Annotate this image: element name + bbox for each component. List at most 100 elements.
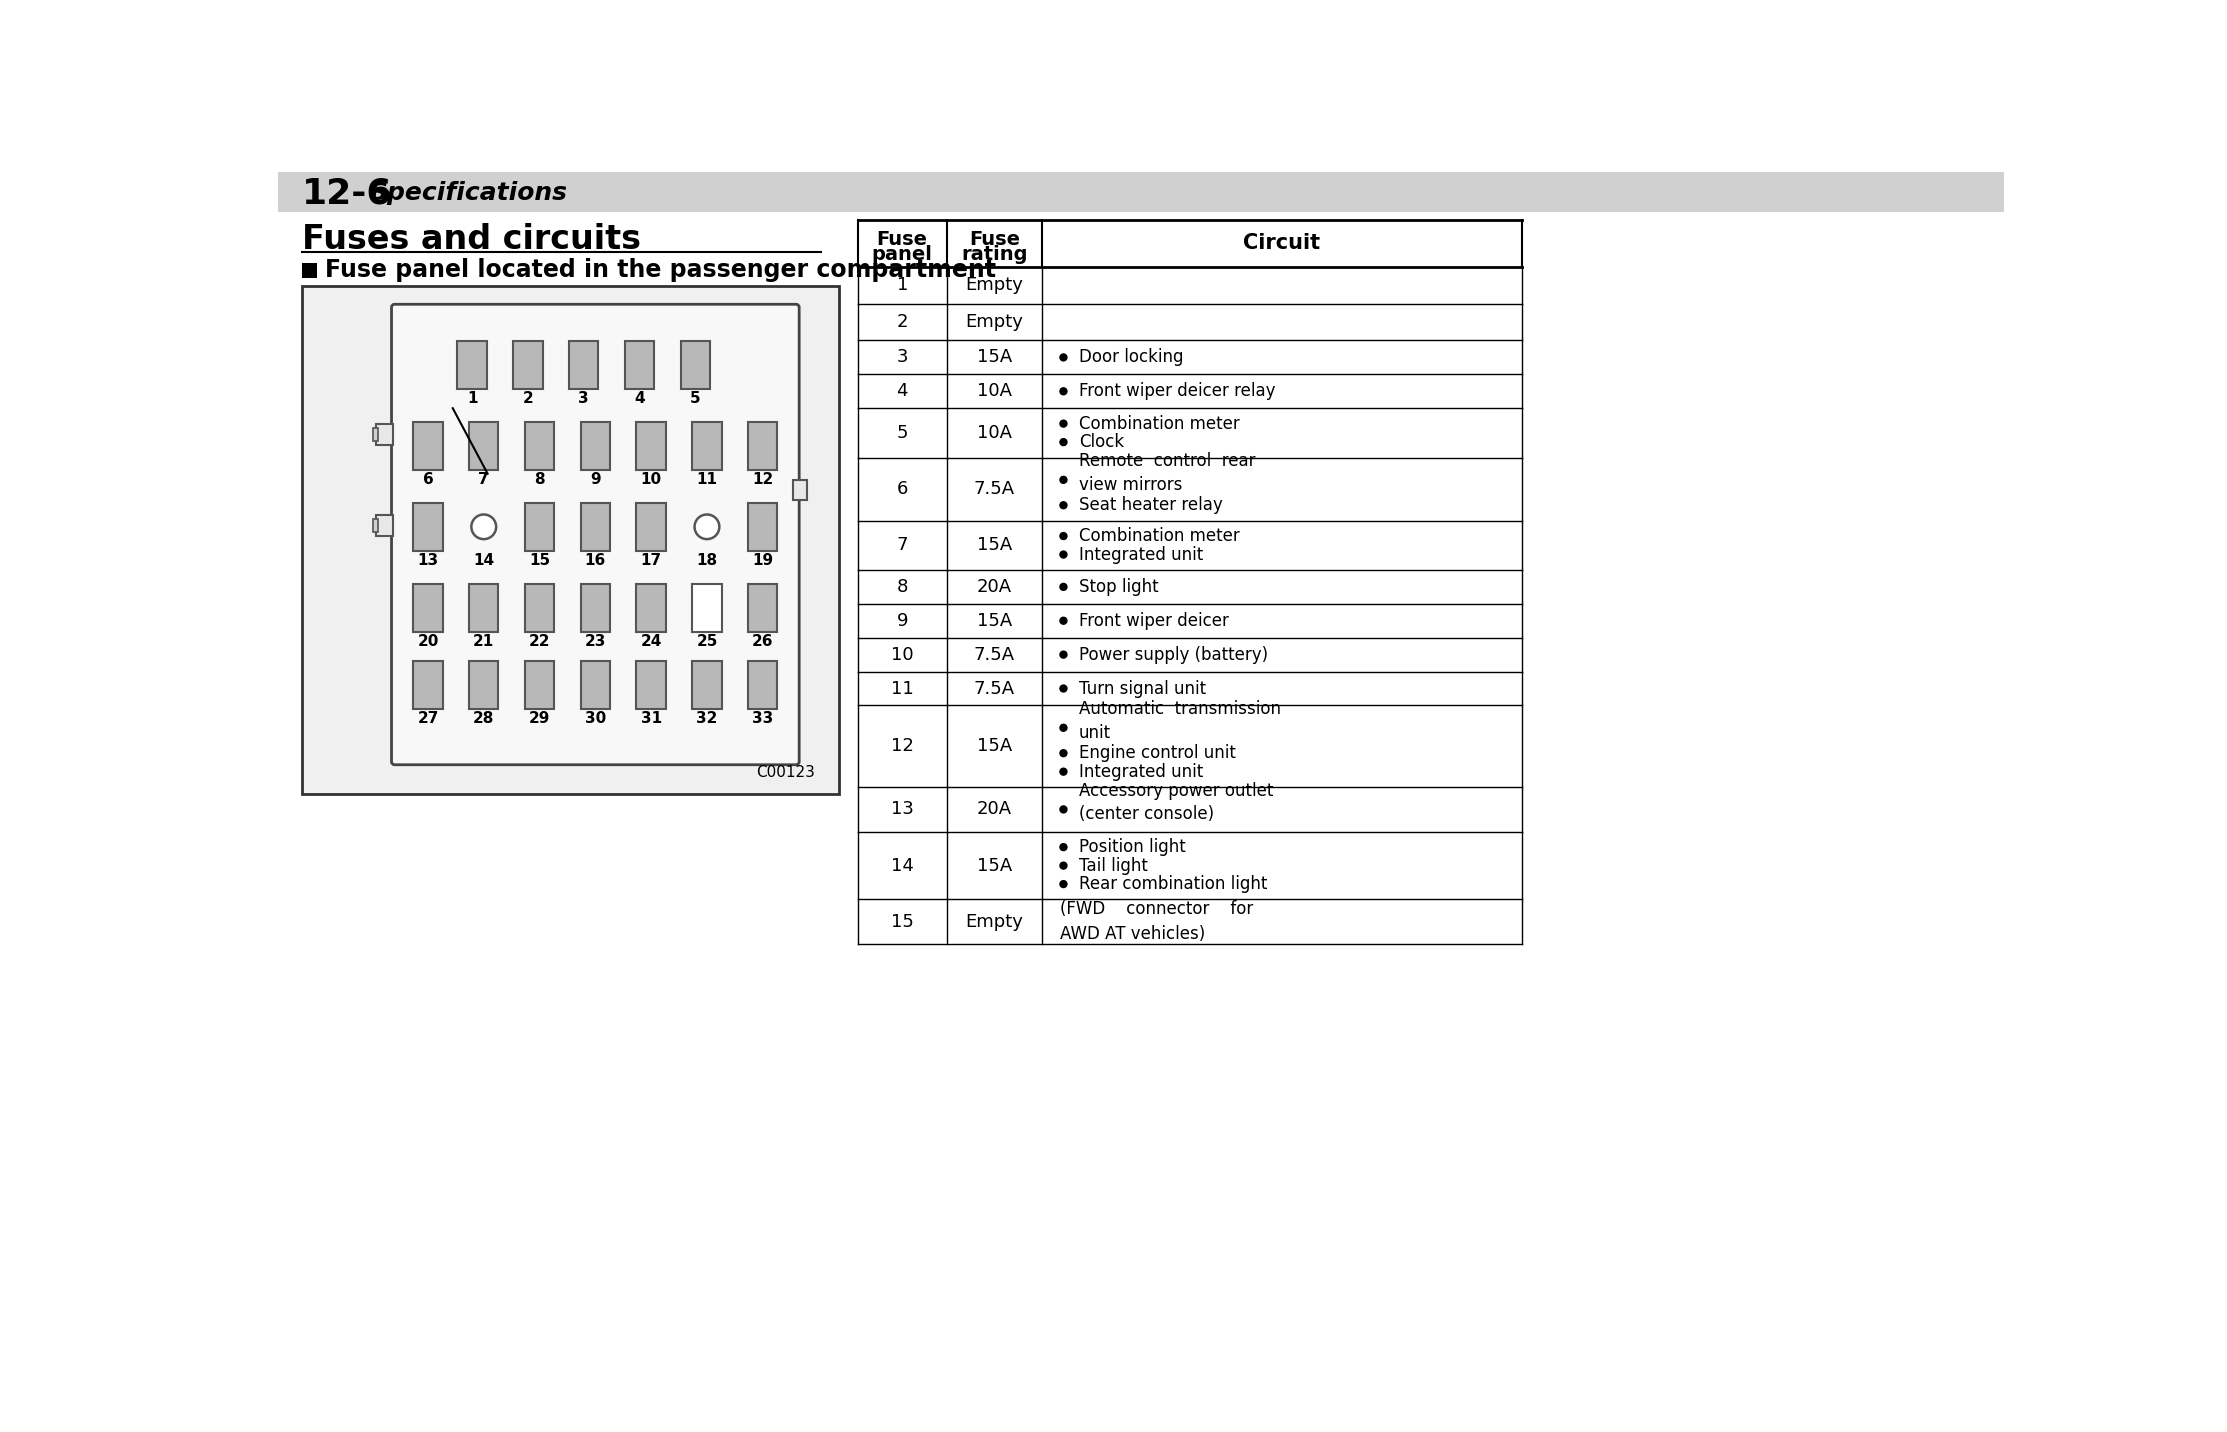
Bar bbox=[414, 422, 443, 470]
Text: Clock: Clock bbox=[1078, 432, 1125, 451]
Bar bbox=[748, 584, 777, 632]
Circle shape bbox=[1060, 652, 1067, 659]
Circle shape bbox=[1060, 881, 1067, 888]
Text: 7.5A: 7.5A bbox=[973, 480, 1016, 498]
Bar bbox=[581, 422, 610, 470]
Bar bbox=[581, 584, 610, 632]
Text: 25: 25 bbox=[697, 634, 717, 649]
Circle shape bbox=[1060, 420, 1067, 427]
Circle shape bbox=[1060, 551, 1067, 558]
Bar bbox=[457, 341, 488, 390]
Text: Seat heater relay: Seat heater relay bbox=[1078, 497, 1223, 514]
Text: Front wiper deicer relay: Front wiper deicer relay bbox=[1078, 382, 1276, 401]
Text: 5: 5 bbox=[897, 424, 909, 442]
Bar bbox=[470, 660, 499, 709]
Text: 3: 3 bbox=[897, 348, 909, 367]
Text: Door locking: Door locking bbox=[1078, 348, 1183, 367]
Circle shape bbox=[1060, 684, 1067, 692]
Text: 1: 1 bbox=[468, 391, 477, 407]
Bar bbox=[581, 503, 610, 551]
Text: 30: 30 bbox=[586, 712, 606, 726]
Text: Rear combination light: Rear combination light bbox=[1078, 875, 1267, 894]
Text: 15: 15 bbox=[530, 553, 550, 569]
Text: Front wiper deicer: Front wiper deicer bbox=[1078, 611, 1229, 630]
Text: 8: 8 bbox=[897, 579, 909, 596]
Text: Circuit: Circuit bbox=[1243, 233, 1321, 253]
Text: 18: 18 bbox=[697, 553, 717, 569]
Text: 9: 9 bbox=[897, 611, 909, 630]
Bar bbox=[470, 422, 499, 470]
Bar bbox=[414, 584, 443, 632]
Circle shape bbox=[1060, 477, 1067, 484]
Text: 23: 23 bbox=[586, 634, 606, 649]
Bar bbox=[570, 341, 599, 390]
Bar bbox=[526, 422, 555, 470]
Text: 33: 33 bbox=[753, 712, 773, 726]
Text: 2: 2 bbox=[897, 314, 909, 331]
Bar bbox=[693, 660, 722, 709]
Text: 15A: 15A bbox=[978, 537, 1011, 554]
Text: Fuse: Fuse bbox=[969, 231, 1020, 249]
Bar bbox=[301, 262, 316, 278]
Bar bbox=[748, 503, 777, 551]
Text: 5: 5 bbox=[690, 391, 702, 407]
Text: 12: 12 bbox=[891, 737, 913, 755]
Text: 19: 19 bbox=[753, 553, 773, 569]
Bar bbox=[301, 286, 840, 793]
Text: 9: 9 bbox=[590, 473, 601, 487]
Text: Fuse: Fuse bbox=[877, 231, 929, 249]
Text: 1: 1 bbox=[897, 276, 909, 294]
Bar bbox=[372, 520, 379, 531]
Bar bbox=[526, 660, 555, 709]
Bar bbox=[693, 584, 722, 632]
Circle shape bbox=[1060, 862, 1067, 869]
Circle shape bbox=[472, 514, 497, 538]
Bar bbox=[637, 503, 666, 551]
Bar bbox=[681, 341, 710, 390]
Text: Position light: Position light bbox=[1078, 838, 1185, 856]
Text: 7: 7 bbox=[479, 473, 490, 487]
Circle shape bbox=[1060, 617, 1067, 624]
Text: 6: 6 bbox=[423, 473, 434, 487]
Text: 4: 4 bbox=[897, 382, 909, 401]
Text: 14: 14 bbox=[891, 856, 913, 875]
Circle shape bbox=[695, 514, 719, 538]
Text: 13: 13 bbox=[891, 800, 913, 819]
Text: Combination meter: Combination meter bbox=[1078, 527, 1240, 546]
Text: 10A: 10A bbox=[978, 382, 1011, 401]
Circle shape bbox=[1060, 806, 1067, 813]
Text: 10: 10 bbox=[891, 646, 913, 663]
Text: 10A: 10A bbox=[978, 424, 1011, 442]
Text: 17: 17 bbox=[641, 553, 661, 569]
Text: rating: rating bbox=[962, 245, 1027, 263]
Bar bbox=[637, 422, 666, 470]
Text: C00123: C00123 bbox=[757, 765, 815, 780]
Text: Engine control unit: Engine control unit bbox=[1078, 745, 1236, 762]
Text: Tail light: Tail light bbox=[1078, 856, 1147, 875]
Text: Fuses and circuits: Fuses and circuits bbox=[301, 223, 641, 256]
Text: 2: 2 bbox=[523, 391, 532, 407]
Bar bbox=[376, 424, 394, 445]
Bar bbox=[376, 514, 394, 536]
Text: 31: 31 bbox=[641, 712, 661, 726]
Bar bbox=[526, 584, 555, 632]
Bar bbox=[372, 428, 379, 441]
Text: 20A: 20A bbox=[978, 800, 1011, 819]
Text: 22: 22 bbox=[528, 634, 550, 649]
Text: 12-6: 12-6 bbox=[301, 176, 392, 211]
Text: 11: 11 bbox=[891, 680, 913, 697]
Bar bbox=[637, 660, 666, 709]
Text: 16: 16 bbox=[586, 553, 606, 569]
Bar bbox=[512, 341, 543, 390]
Text: 12: 12 bbox=[753, 473, 773, 487]
Circle shape bbox=[1060, 533, 1067, 540]
Text: Automatic  transmission
unit: Automatic transmission unit bbox=[1078, 700, 1281, 742]
Text: Empty: Empty bbox=[967, 314, 1024, 331]
Text: 15A: 15A bbox=[978, 856, 1011, 875]
Text: 21: 21 bbox=[472, 634, 494, 649]
Circle shape bbox=[1060, 843, 1067, 851]
Text: panel: panel bbox=[871, 245, 933, 263]
Text: Empty: Empty bbox=[967, 912, 1024, 931]
Circle shape bbox=[1060, 438, 1067, 445]
Text: 13: 13 bbox=[416, 553, 439, 569]
